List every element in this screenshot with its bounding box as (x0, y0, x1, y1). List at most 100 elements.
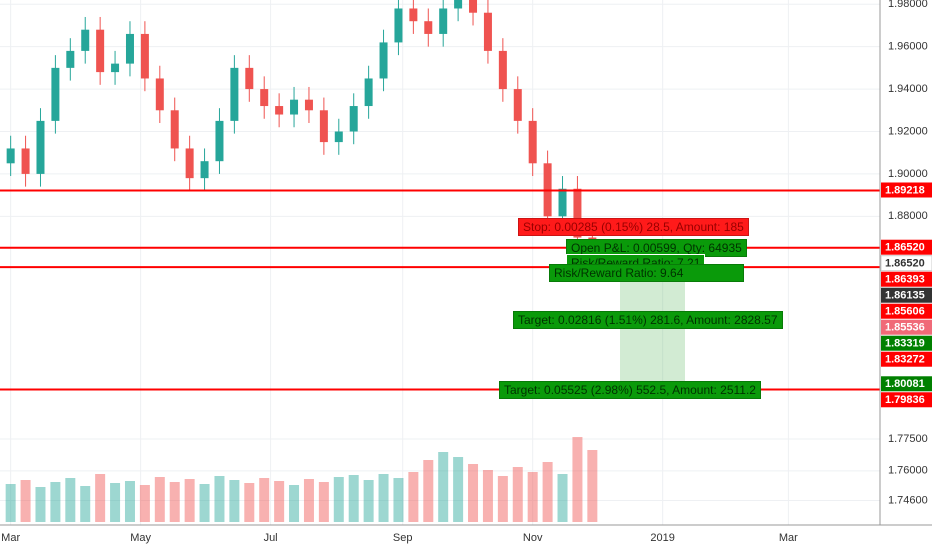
volume-bar (289, 485, 300, 522)
volume-bar (453, 457, 464, 522)
x-tick-label: May (130, 532, 151, 544)
price-label: 1.85536 (885, 322, 925, 334)
volume-bar (318, 482, 329, 522)
volume-bar (527, 472, 538, 522)
candle-body (454, 0, 463, 9)
volume-bar (468, 464, 479, 522)
price-label: 1.86135 (885, 290, 925, 302)
volume-bar (80, 486, 91, 522)
volume-bar (154, 477, 165, 522)
y-tick-label: 1.90000 (888, 168, 928, 180)
volume-bar (423, 460, 434, 522)
candle-body (155, 78, 164, 111)
price-label-bg (881, 287, 932, 303)
volume-bar (572, 437, 583, 522)
volume-bar (497, 476, 508, 522)
candle-body (6, 148, 15, 164)
volume-bar (587, 450, 598, 522)
y-tick-label: 1.77500 (888, 433, 928, 445)
x-tick-label: Nov (523, 532, 543, 544)
x-tick-label: 2019 (650, 532, 674, 544)
volume-bar (50, 482, 61, 522)
candle-body (573, 188, 582, 238)
y-tick-label: 1.76000 (888, 465, 928, 477)
volume-bar (378, 474, 389, 522)
volume-bar (65, 478, 76, 522)
candle-body (230, 67, 239, 121)
candle-body (290, 99, 299, 115)
price-label: 1.83319 (885, 338, 925, 350)
x-tick-label: Mar (1, 532, 20, 544)
candle-body (394, 8, 403, 43)
volume-bar (333, 477, 344, 522)
candle-body (319, 110, 328, 143)
candle-body (304, 99, 313, 111)
price-label: 1.89218 (885, 184, 925, 196)
candle-body (483, 12, 492, 51)
volume-bar (139, 485, 150, 522)
volume-bar (512, 467, 523, 522)
plot (0, 0, 880, 522)
volume-bar (20, 480, 31, 522)
price-label-bg (881, 376, 932, 392)
x-tick-label: Sep (393, 532, 413, 544)
volume-bar (408, 472, 419, 522)
y-tick-label: 1.92000 (888, 125, 928, 137)
candle-body (260, 89, 269, 107)
price-label-bg (881, 303, 932, 319)
candle-body (424, 21, 433, 34)
volume-bar (244, 483, 255, 522)
volume-bar (184, 479, 195, 522)
y-tick-label: 1.94000 (888, 83, 928, 95)
volume-bar (199, 484, 210, 522)
volume-bar (259, 478, 270, 522)
candle-body (439, 8, 448, 34)
volume-bar (482, 470, 493, 522)
candle-body (125, 33, 134, 64)
candle-body (51, 67, 60, 121)
price-label-bg (881, 239, 932, 255)
price-label: 1.86393 (885, 274, 925, 286)
target-label: Target: 0.05525 (2.98%) 552.5, Amount: 2… (499, 381, 761, 399)
y-tick-label: 1.98000 (888, 0, 928, 10)
volume-bar (229, 480, 240, 522)
stop-label: Stop: 0.00285 (0.15%) 28.5, Amount: 185 (518, 218, 749, 236)
candle-body (81, 29, 90, 51)
price-label: 1.80081 (885, 378, 925, 390)
candle-body (275, 106, 284, 115)
x-tick-label: Jul (264, 532, 278, 544)
candle-body (245, 67, 254, 90)
volume-bar (542, 462, 553, 522)
volume-bar (303, 479, 314, 522)
candle-body (36, 120, 45, 174)
candle-body (185, 148, 194, 179)
volume-bar (124, 481, 135, 522)
candle-body (21, 148, 30, 174)
candle-body (96, 29, 105, 73)
candle-body (528, 120, 537, 164)
volume-bar (438, 452, 449, 522)
price-label: 1.79836 (885, 394, 925, 406)
candle-body (111, 63, 120, 73)
target-label: Target: 0.02816 (1.51%) 281.6, Amount: 2… (513, 311, 783, 329)
candle-body (409, 8, 418, 22)
candle-body (379, 42, 388, 79)
x-tick-label: Mar (779, 532, 798, 544)
price-label-bg (881, 319, 932, 335)
price-label-bg (880, 255, 932, 272)
price-label-bg (881, 351, 932, 367)
candle-body (364, 78, 373, 107)
price-label-bg (881, 335, 932, 351)
price-label: 1.86520 (885, 242, 925, 254)
candle-body (513, 89, 522, 121)
volume-bar (35, 487, 46, 522)
candle-body (469, 0, 478, 13)
volume-bar (557, 474, 568, 522)
volume-bar (363, 480, 374, 522)
grid (0, 0, 880, 525)
volume-bar (393, 478, 404, 522)
candle-body (334, 131, 343, 143)
candle-body (170, 110, 179, 149)
